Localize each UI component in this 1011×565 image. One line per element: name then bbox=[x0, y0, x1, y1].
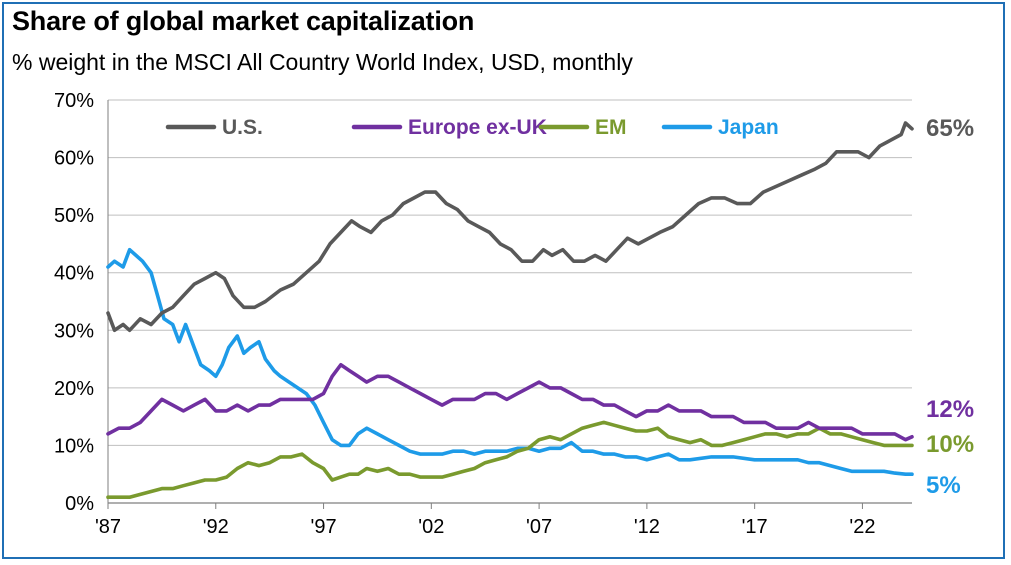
series-line-u-s bbox=[106, 121, 914, 333]
x-tick-label: '87 bbox=[95, 516, 121, 538]
legend-label-em: EM bbox=[595, 116, 627, 139]
x-tick-label: '12 bbox=[634, 516, 660, 538]
end-label-europe-ex-uk: 12% bbox=[926, 396, 974, 423]
y-tick-label: 0% bbox=[65, 493, 94, 515]
y-tick-label: 20% bbox=[54, 378, 94, 400]
x-tick-label: '07 bbox=[526, 516, 552, 538]
end-labels: 65% 12% 10% 5% bbox=[926, 115, 974, 499]
x-tick-label: '17 bbox=[742, 516, 768, 538]
x-tick-label: '97 bbox=[311, 516, 337, 538]
y-tick-label: 50% bbox=[54, 205, 94, 227]
end-label-japan: 5% bbox=[926, 472, 961, 499]
series-line-europe-ex-uk bbox=[106, 362, 914, 442]
chart-subtitle: % weight in the MSCI All Country World I… bbox=[12, 49, 633, 75]
axes bbox=[107, 100, 912, 504]
x-tick-label: '92 bbox=[203, 516, 229, 538]
chart-title: Share of global market capitalization bbox=[12, 6, 475, 36]
y-tick-label: 10% bbox=[54, 435, 94, 457]
x-tick-label: '02 bbox=[418, 516, 444, 538]
y-tick-label: 70% bbox=[54, 90, 94, 112]
legend-label-europe-ex-uk: Europe ex-UK bbox=[408, 116, 547, 139]
series-lines bbox=[106, 121, 914, 500]
end-label-u-s: 65% bbox=[926, 115, 974, 142]
series-line-japan bbox=[106, 247, 914, 477]
x-tick-label: '22 bbox=[849, 516, 875, 538]
end-label-em: 10% bbox=[926, 431, 974, 458]
y-tick-label: 60% bbox=[54, 148, 94, 170]
y-axis-ticks: 0% 10% 20% 30% 40% 50% 60% 70% bbox=[54, 90, 94, 515]
legend: U.S. Europe ex-UK EM Japan bbox=[165, 116, 779, 139]
legend-label-u-s: U.S. bbox=[222, 116, 263, 139]
gridlines bbox=[108, 99, 912, 446]
y-tick-label: 30% bbox=[54, 320, 94, 342]
y-tick-label: 40% bbox=[54, 263, 94, 285]
legend-label-japan: Japan bbox=[718, 116, 779, 139]
series-line-em bbox=[106, 420, 914, 500]
x-axis-ticks: '87 '92 '97 '02 '07 '12 '17 '22 bbox=[95, 503, 875, 538]
